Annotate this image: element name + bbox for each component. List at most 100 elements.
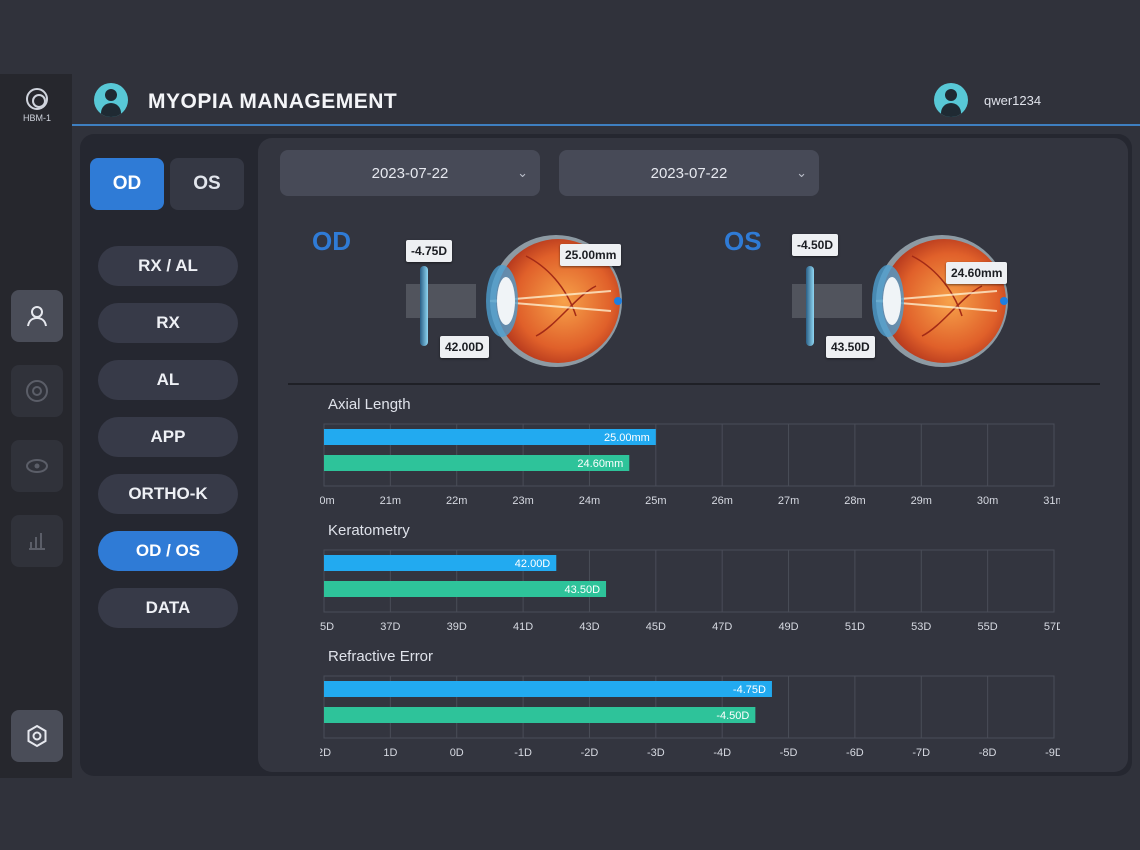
- tick-label: 39D: [447, 621, 467, 633]
- os-k-tag: 43.50D: [826, 336, 875, 358]
- od-rx-tag: -4.75D: [406, 240, 453, 262]
- main-panel: OD OS RX / AL RX AL APP ORTHO-K OD / OS …: [80, 134, 1132, 776]
- menu-item-ortho-k[interactable]: ORTHO-K: [98, 474, 238, 514]
- bar-value-label: 42.00D: [515, 558, 551, 570]
- tick-label: 21m: [380, 495, 401, 507]
- user-avatar-icon[interactable]: [934, 83, 968, 117]
- bar: [324, 707, 756, 723]
- tick-label: 1D: [383, 747, 397, 759]
- axial-length-chart: Axial Length 20m 21m 22m 23m 24m 25m 26m 27m 28m…: [320, 396, 1060, 512]
- rail-settings-button[interactable]: [11, 710, 63, 762]
- menu-item-rx[interactable]: RX: [98, 303, 238, 343]
- bar: [324, 455, 630, 471]
- tick-label: -5D: [780, 747, 798, 759]
- eye-illustration-icon: [406, 235, 622, 367]
- rail-chart-button[interactable]: [11, 515, 63, 567]
- bar: [324, 681, 772, 697]
- rail-patient-button[interactable]: [11, 290, 63, 342]
- content-area: 2023-07-22 ⌄ 2023-07-22 ⌄ OD: [258, 138, 1128, 772]
- bar-value-label: -4.50D: [716, 710, 749, 722]
- section-divider: [288, 383, 1100, 385]
- top-bar: MYOPIA MANAGEMENT qwer1234: [72, 74, 1140, 126]
- menu-item-rx-al[interactable]: RX / AL: [98, 246, 238, 286]
- bar-value-label: -4.75D: [733, 684, 766, 696]
- od-k-tag: 42.00D: [440, 336, 489, 358]
- end-date-value: 2023-07-22: [650, 164, 728, 182]
- chart-icon: [29, 533, 45, 550]
- eye-toggle: OD OS: [90, 158, 244, 210]
- tick-label: 37D: [380, 621, 400, 633]
- tick-label: 57D: [1044, 621, 1060, 633]
- rail-eye-scan-button[interactable]: [11, 365, 63, 417]
- menu-item-od-os[interactable]: OD / OS: [98, 531, 238, 571]
- tick-label: 30m: [977, 495, 998, 507]
- os-rx-tag: -4.50D: [792, 234, 839, 256]
- tick-label: 22m: [446, 495, 467, 507]
- tick-label: -7D: [912, 747, 930, 759]
- chevron-down-icon: ⌄: [517, 165, 528, 180]
- user-name[interactable]: qwer1234: [984, 93, 1042, 108]
- chart-title: Axial Length: [328, 396, 411, 413]
- eye-illustration-icon: [792, 235, 1008, 367]
- user-icon: [27, 306, 47, 327]
- tick-label: 28m: [844, 495, 865, 507]
- tick-label: 23m: [512, 495, 533, 507]
- tick-label: 0D: [450, 747, 464, 759]
- tick-label: 49D: [778, 621, 798, 633]
- bar: [324, 581, 607, 597]
- od-eye-diagram: -4.75D 25.00mm 42.00D: [406, 226, 646, 376]
- settings-icon: [27, 724, 47, 748]
- tick-label: 31m: [1043, 495, 1060, 507]
- os-toggle-button[interactable]: OS: [170, 158, 244, 210]
- left-rail: HBM-1: [0, 74, 72, 778]
- tick-label: -3D: [647, 747, 665, 759]
- chart-plot: 35D 37D 39D 41D 43D 45D 47D 49D 51D 53D 55D 57D 42.0…: [320, 549, 1060, 633]
- os-eye-diagram: -4.50D 24.60mm 43.50D: [792, 226, 1032, 376]
- lens-icon: [26, 459, 48, 473]
- tick-label: 20m: [320, 495, 335, 507]
- rail-lens-button[interactable]: [11, 440, 63, 492]
- menu-item-al[interactable]: AL: [98, 360, 238, 400]
- refractive-error-chart: Refractive Error 2D 1D 0D -1D -2D -3D -4D -5D -6…: [320, 648, 1060, 764]
- app-logo: HBM-1: [14, 88, 60, 123]
- tick-label: 51D: [845, 621, 865, 633]
- tick-label: -6D: [846, 747, 864, 759]
- tick-label: 25m: [645, 495, 666, 507]
- start-date-select[interactable]: 2023-07-22 ⌄: [280, 150, 540, 196]
- bar-value-label: 25.00mm: [604, 432, 650, 444]
- bar-value-label: 24.60mm: [577, 458, 623, 470]
- view-menu: RX / AL RX AL APP ORTHO-K OD / OS DATA: [98, 246, 238, 645]
- chart-plot: 2D 1D 0D -1D -2D -3D -4D -5D -6D -7D -8D -9D -4.75D -…: [320, 675, 1060, 759]
- tick-label: 53D: [911, 621, 931, 633]
- menu-item-app[interactable]: APP: [98, 417, 238, 457]
- end-date-select[interactable]: 2023-07-22 ⌄: [559, 150, 819, 196]
- tick-label: -4D: [713, 747, 731, 759]
- menu-item-data[interactable]: DATA: [98, 588, 238, 628]
- chart-title: Keratometry: [328, 522, 410, 539]
- tick-label: -1D: [514, 747, 532, 759]
- keratometry-chart: Keratometry 35D 37D 39D 41D 43D 45D 47D 49D 51D 5…: [320, 522, 1060, 638]
- tick-label: 45D: [646, 621, 666, 633]
- od-al-tag: 25.00mm: [560, 244, 622, 266]
- eye-scan-icon: [26, 380, 48, 402]
- tick-label: -8D: [979, 747, 997, 759]
- tick-label: 26m: [711, 495, 732, 507]
- tick-label: 47D: [712, 621, 732, 633]
- bar: [324, 429, 656, 445]
- tick-label: 24m: [579, 495, 600, 507]
- od-toggle-button[interactable]: OD: [90, 158, 164, 210]
- chevron-down-icon: ⌄: [796, 165, 807, 180]
- tick-label: 35D: [320, 621, 334, 633]
- tick-label: 55D: [978, 621, 998, 633]
- tick-label: 2D: [320, 747, 331, 759]
- chart-title: Refractive Error: [328, 648, 434, 665]
- logo-icon: [26, 88, 48, 110]
- start-date-value: 2023-07-22: [371, 164, 449, 182]
- os-al-tag: 24.60mm: [946, 262, 1008, 284]
- od-eye-label: OD: [312, 226, 351, 256]
- chart-plot: 20m 21m 22m 23m 24m 25m 26m 27m 28m 29m 30m 31m 25.0…: [320, 423, 1060, 507]
- tick-label: 27m: [778, 495, 799, 507]
- bar-value-label: 43.50D: [565, 584, 601, 596]
- bar: [324, 555, 557, 571]
- os-eye-label: OS: [724, 226, 762, 256]
